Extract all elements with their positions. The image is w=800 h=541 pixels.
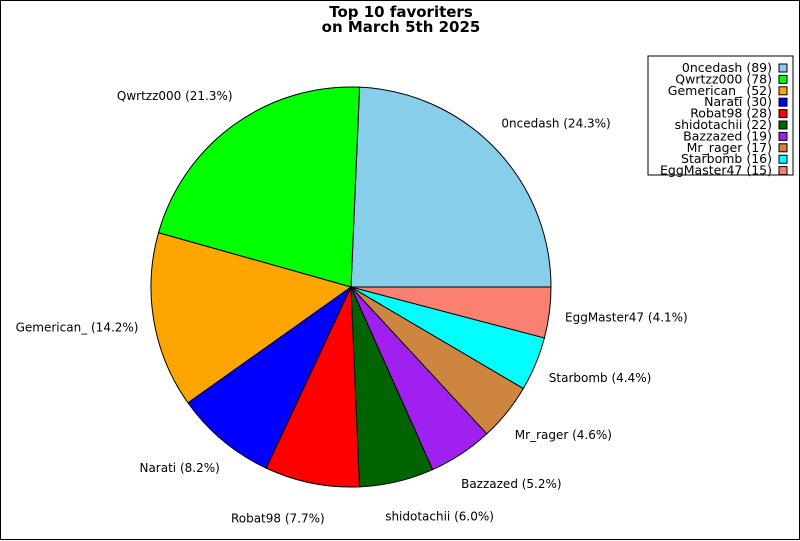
legend-swatch [778,97,788,107]
slice-label: shidotachii (6.0%) [385,510,494,524]
legend-swatch [778,109,788,119]
legend-entry-label: Bazzazed (19) [683,128,772,143]
legend-entry-label: Starbomb (16) [681,151,772,166]
legend-swatch [778,154,788,164]
pie-slice-robat98 [265,286,361,488]
slice-label: Robat98 (7.7%) [231,511,325,525]
chart-title: Top 10 favoriters [329,3,473,21]
legend-swatch [778,86,788,96]
legend-entry-label: EggMaster47 (15) [660,163,772,178]
legend-entry-label: shidotachii (22) [675,117,772,132]
pie-slice-qwrtzz000 [157,86,361,288]
legend-entry-label: Qwrtzz000 (78) [675,71,772,86]
slice-label: Narati (8.2%) [139,461,219,475]
legend-swatch [778,131,788,141]
legend-swatch [778,74,788,84]
pie-slice-0ncedash [350,86,552,288]
legend-box [647,55,794,176]
slice-label: Bazzazed (5.2%) [461,477,561,491]
slice-label: Starbomb (4.4%) [549,371,652,385]
pie-slice-gemerican [150,232,353,404]
slice-label: Mr_rager (4.6%) [515,428,612,442]
pie-labels: 0ncedash (24.3%) Qwrtzz000 (21.3%) Gemeric… [16,89,688,526]
pie-slice-narati [187,285,353,469]
pie-slices [150,86,552,488]
pie-slice-eggmaster47 [350,286,552,339]
legend: 0ncedash (89)Qwrtzz000 (78)Gemerican_ (5… [647,55,794,178]
slice-label: Gemerican_ (14.2%) [16,320,139,334]
legend-swatch [778,166,788,176]
legend-entry-label: 0ncedash (89) [682,60,772,75]
legend-entry-label: Robat98 (28) [690,106,772,121]
slice-label: 0ncedash (24.3%) [501,117,610,131]
legend-swatch [778,63,788,73]
legend-swatch [778,143,788,153]
legend-entry-label: Mr_rager (17) [687,140,772,155]
slice-label: Qwrtzz000 (21.3%) [117,89,233,103]
slice-label: EggMaster47 (4.1%) [565,310,688,324]
legend-entry-label: Narati (30) [704,94,772,109]
legend-entry-label: Gemerican_ (52) [668,83,772,98]
legend-swatch [778,120,788,130]
chart-subtitle: on March 5th 2025 [322,18,481,36]
